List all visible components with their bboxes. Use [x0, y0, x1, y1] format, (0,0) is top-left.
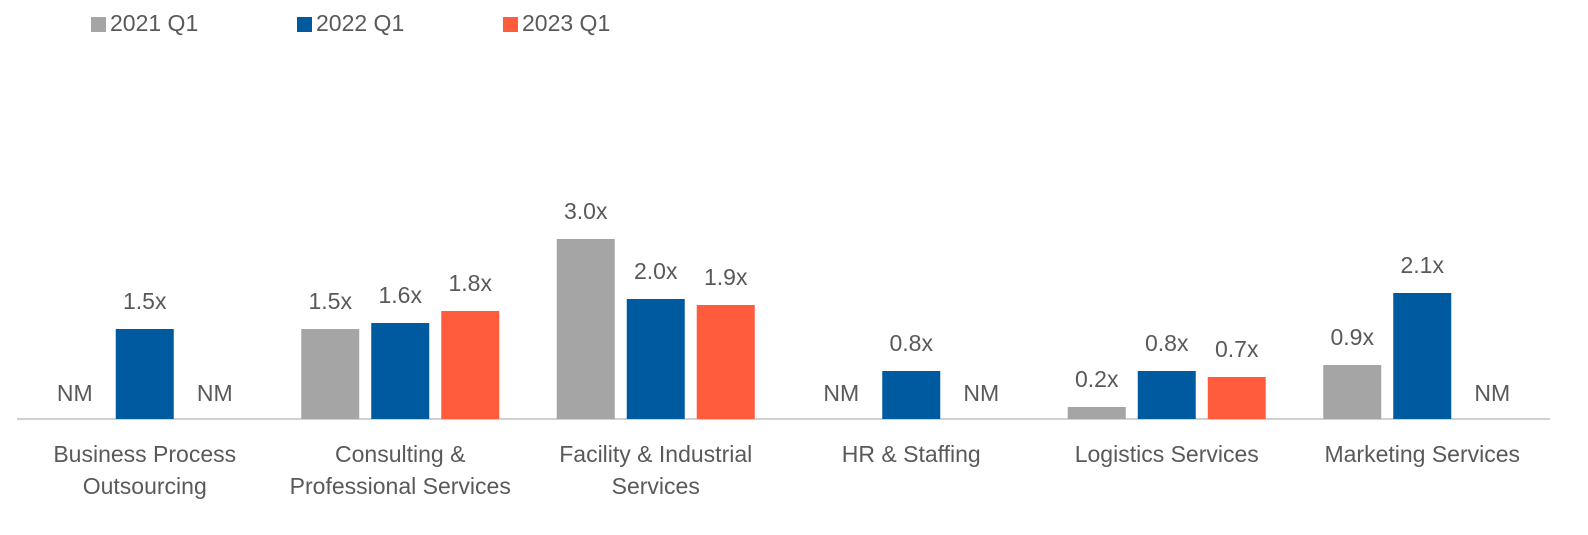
data-label: 1.5x [309, 288, 353, 314]
bar [556, 239, 615, 419]
bar [371, 323, 430, 419]
x-tick-label: Marketing Services [1324, 441, 1521, 467]
data-label: NM [823, 380, 859, 406]
legend-label: 2023 Q1 [522, 10, 610, 36]
bar [441, 311, 500, 419]
data-label: 0.9x [1331, 324, 1375, 350]
data-label: 0.8x [1145, 330, 1189, 356]
data-label: NM [1474, 380, 1510, 406]
data-label: 0.7x [1215, 336, 1259, 362]
x-tick-label: Logistics Services [1074, 441, 1259, 467]
bar [696, 305, 755, 419]
data-label: 1.8x [449, 270, 493, 296]
data-label: 1.5x [123, 288, 167, 314]
data-label: 2.0x [634, 258, 678, 284]
data-label: NM [197, 380, 233, 406]
bar [1393, 293, 1452, 419]
bar [1137, 371, 1196, 419]
x-tick-label: Facility & Industrial Services [559, 441, 753, 499]
data-label: 3.0x [564, 198, 608, 224]
bar [115, 329, 174, 419]
bar [882, 371, 941, 419]
bar [1207, 377, 1266, 419]
legend-swatch [503, 17, 518, 32]
legend-swatch [297, 17, 312, 32]
legend-label: 2021 Q1 [110, 10, 198, 36]
bar [1323, 365, 1382, 419]
legend-label: 2022 Q1 [316, 10, 404, 36]
data-label: NM [963, 380, 999, 406]
bar [626, 299, 685, 419]
x-tick-label: HR & Staffing [841, 441, 981, 467]
data-label: 0.2x [1075, 366, 1119, 392]
data-label: 2.1x [1401, 252, 1445, 278]
data-label: NM [57, 380, 93, 406]
x-tick-label: Business Process Outsourcing [53, 441, 237, 499]
data-label: 1.9x [704, 264, 748, 290]
bar [301, 329, 360, 419]
legend-swatch [91, 17, 106, 32]
data-label: 1.6x [379, 282, 423, 308]
data-label: 0.8x [890, 330, 934, 356]
x-tick-label: Consulting & Professional Services [289, 441, 511, 499]
bar [1067, 407, 1126, 419]
